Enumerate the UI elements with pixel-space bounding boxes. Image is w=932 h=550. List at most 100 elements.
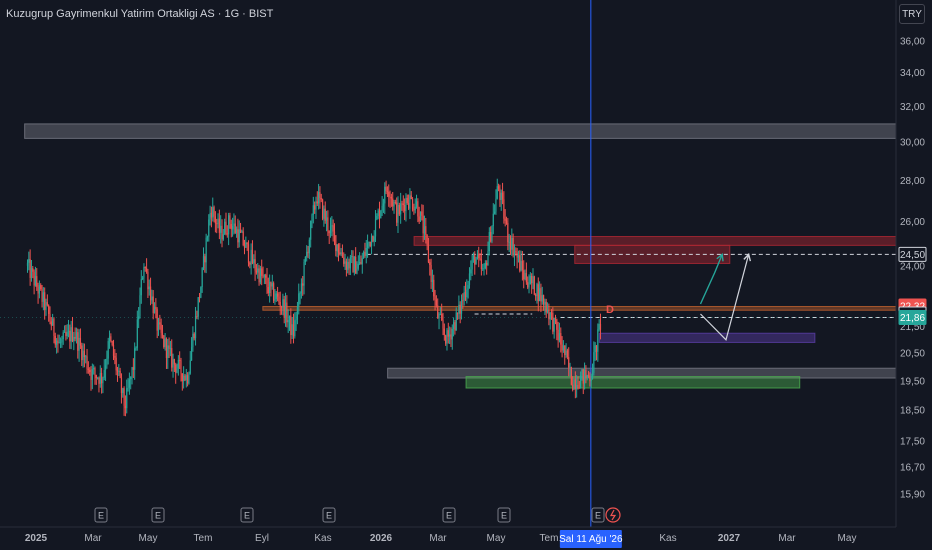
candle-body [152,296,154,314]
candle-body [303,262,305,286]
candle-body [131,367,133,378]
candle-body [430,265,432,282]
candle-body [598,323,600,330]
candle-body [46,302,48,306]
candle-body [497,186,500,189]
candle-body [470,269,472,274]
candle-body [390,196,392,199]
candle-body [26,262,29,266]
candle-body [385,186,387,192]
candle-body [348,261,350,269]
candle-body [365,247,367,256]
candle-body [590,379,592,382]
candle-body [463,291,465,301]
candle-body [259,268,261,283]
candle-body [392,198,394,207]
candle-body [63,332,66,333]
candle-body [253,259,255,264]
candle-body [466,289,468,298]
candle-body [276,293,279,297]
candle-body [363,252,365,259]
earnings-marker: E [155,511,161,521]
candle-body [537,284,539,302]
candle-body [577,384,579,388]
candle-body [93,368,95,370]
price-axis-tick: 15,90 [900,490,925,501]
earnings-marker-box [94,507,108,523]
candle-body [134,348,136,370]
candle-body [37,286,39,294]
earnings-marker-box [322,507,336,523]
candle-body [183,375,185,382]
candle-body [283,299,285,318]
candle-body [177,359,179,369]
candle-body [115,357,117,371]
candle-body [582,369,584,384]
candle-body [99,373,101,384]
candle-body [539,288,541,302]
time-axis-tick: 2025 [25,533,48,544]
projection-green-arrowhead [716,252,724,262]
candle-body [512,238,514,256]
candle-body [163,335,165,347]
candle-body [157,322,160,331]
candle-body [315,201,317,210]
candle-body [357,263,359,269]
candle-body [421,211,423,216]
candle-body [33,271,35,286]
currency-selector[interactable]: TRY [899,4,925,24]
earnings-marker-box [497,507,511,523]
candle-body [450,334,452,340]
candle-body [267,287,269,294]
candle-body [585,369,587,379]
candle-body [443,328,445,336]
candle-body [500,192,502,201]
candle-body [222,234,224,240]
candle-body [447,330,449,337]
candle-body [242,231,244,246]
candle-body [364,252,366,256]
flash-icon-bolt [609,509,617,521]
projection-green [699,254,723,305]
candle-body [75,332,78,339]
candle-body [86,356,88,369]
candle-body [495,198,497,212]
candle-body [164,338,166,347]
price-axis-tick: 21,50 [900,322,925,333]
candle-body [279,301,281,308]
candle-body [184,375,186,381]
candle-body [434,296,436,300]
candle-body [220,225,222,233]
candle-body [351,255,353,257]
candle-body [48,305,50,315]
candle-body [406,197,408,204]
candle-body [381,205,383,211]
candle-body [179,359,181,361]
candle-body [214,216,216,224]
candle-body [311,214,313,222]
candle-body [388,191,390,197]
candle-body [490,232,492,242]
time-axis-tick: 2027 [718,533,741,544]
candle-body [94,368,96,375]
candle-body [216,223,218,225]
candle-body [257,268,259,273]
candle-body [545,301,547,313]
candle-body [549,312,551,320]
price-axis-tick: 30,00 [900,138,925,149]
candle-body [384,186,386,204]
candle-body [359,261,361,264]
time-axis-tick: Eyl [255,533,269,544]
candle-body [546,309,549,313]
candle-body [251,249,254,264]
candle-body [509,241,512,250]
candle-body [36,276,38,287]
candle-body [201,268,203,288]
time-axis-tick: May [838,533,857,544]
candle-body [77,332,79,351]
earnings-marker: E [501,511,507,521]
candle-body [393,202,395,207]
candle-body [378,210,381,219]
candle-body [478,253,480,258]
